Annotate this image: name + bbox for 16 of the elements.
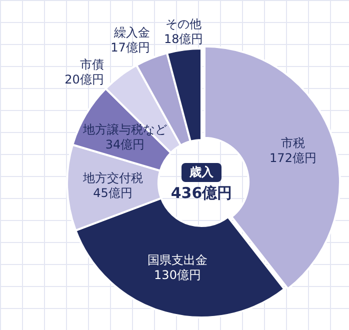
data-label: 17億円 xyxy=(110,40,150,55)
text: 歳入 xyxy=(188,165,214,180)
data-label: 18億円 xyxy=(164,32,204,46)
slice-label: その他 xyxy=(166,16,202,31)
text: 436億円 xyxy=(170,184,232,202)
slice-label: 繰入金 xyxy=(112,26,150,40)
slice-label: 市債 xyxy=(80,58,104,72)
data-label: 34億円 xyxy=(105,138,145,152)
data-label: 45億円 xyxy=(93,186,132,200)
data-label: 172億円 xyxy=(270,151,316,166)
data-label: 20億円 xyxy=(64,72,104,87)
slice-label: 地方譲与税など xyxy=(82,122,168,137)
slice-label: 国県支出金 xyxy=(147,253,208,268)
slice-label: 市税 xyxy=(281,136,306,150)
data-label: 130億円 xyxy=(154,268,201,282)
slice-label: 地方交付税 xyxy=(82,170,143,185)
